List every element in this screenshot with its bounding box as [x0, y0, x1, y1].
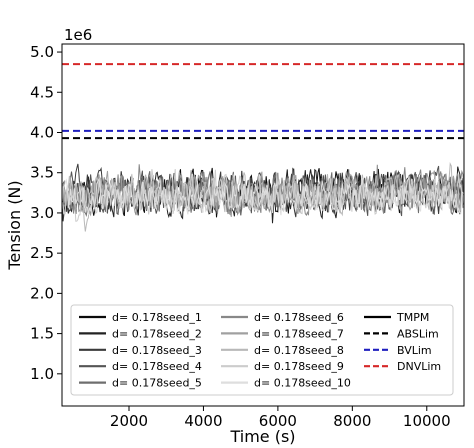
y-tick-label: 1.0 — [30, 365, 54, 383]
legend-label: d= 0.178seed_3 — [112, 344, 202, 357]
y-axis: 1.0 1.5 2.0 2.5 3.0 3.5 4.0 4.5 5.0 — [30, 43, 62, 383]
legend-label: d= 0.178seed_6 — [254, 311, 344, 324]
legend-label: TMPM — [396, 311, 429, 324]
legend-label: DNVLim — [397, 360, 441, 373]
legend-label: d= 0.178seed_5 — [112, 377, 202, 390]
series-line — [62, 176, 464, 216]
x-tick-label: 2000 — [110, 412, 148, 430]
legend-label: d= 0.178seed_1 — [112, 311, 202, 324]
y-axis-label: Tension (N) — [5, 180, 24, 270]
series-layer — [62, 161, 464, 232]
legend-label: d= 0.178seed_10 — [254, 377, 351, 390]
y-tick-label: 3.0 — [30, 204, 54, 222]
x-axis-label: Time (s) — [229, 427, 295, 446]
legend-label: d= 0.178seed_9 — [254, 360, 344, 373]
x-tick-label: 4000 — [184, 412, 222, 430]
y-tick-label: 5.0 — [30, 43, 54, 61]
y-tick-label: 4.5 — [30, 83, 54, 101]
legend-box — [70, 304, 454, 396]
legend: d= 0.178seed_1 d= 0.178seed_2 d= 0.178seed… — [70, 304, 454, 396]
legend-label: d= 0.178seed_7 — [254, 327, 344, 340]
x-tick-label: 8000 — [333, 412, 371, 430]
legend-label: BVLim — [397, 344, 432, 357]
y-offset-label: 1e6 — [64, 26, 92, 44]
x-tick-label: 10000 — [403, 412, 451, 430]
y-tick-label: 2.0 — [30, 284, 54, 302]
legend-label: ABSLim — [397, 327, 439, 340]
y-tick-label: 1.5 — [30, 325, 54, 343]
y-tick-label: 4.0 — [30, 123, 54, 141]
y-tick-label: 2.5 — [30, 244, 54, 262]
series-line — [62, 169, 464, 218]
y-tick-label: 3.5 — [30, 164, 54, 182]
legend-label: d= 0.178seed_4 — [112, 360, 202, 373]
x-axis: 2000 4000 6000 8000 10000 — [110, 406, 451, 430]
plot-frame — [61, 43, 465, 407]
x-tick-label: 6000 — [259, 412, 297, 430]
legend-label: d= 0.178seed_8 — [254, 344, 344, 357]
legend-label: d= 0.178seed_2 — [112, 327, 202, 340]
reference-lines-layer — [62, 63, 464, 140]
